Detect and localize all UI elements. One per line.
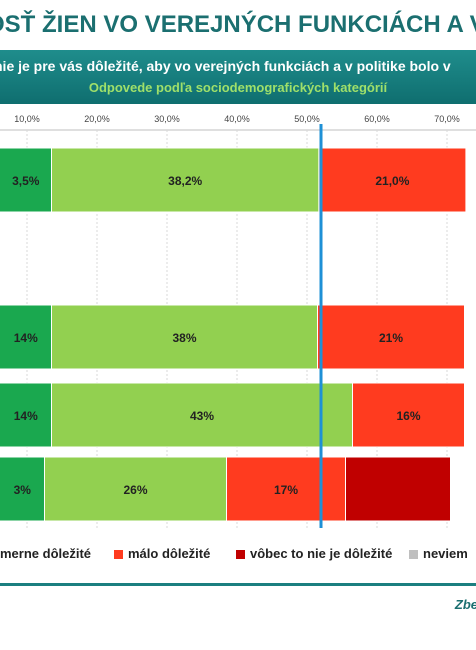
legend-swatch: [236, 550, 245, 559]
stacked-bar-chart: 10,0% 20,0% 30,0% 40,0% 50,0% 60,0% 70,0% 3,5% 3…: [0, 114, 476, 528]
bar-segment: [345, 456, 451, 522]
data-label: 21,0%: [375, 174, 409, 188]
x-tick-label: 10,0%: [14, 114, 40, 124]
legend-label: neviem: [423, 546, 468, 561]
bar-segment: [0, 304, 52, 370]
bar-segment: [44, 456, 227, 522]
bar-segment: [51, 304, 318, 370]
data-label: 14%: [14, 331, 38, 345]
x-tick-label: 50,0%: [294, 114, 320, 124]
legend-label: merne dôležité: [0, 546, 92, 561]
legend-label: vôbec to nie je dôležité: [250, 546, 393, 561]
data-label: 43%: [190, 409, 214, 423]
x-tick-label: 30,0%: [154, 114, 180, 124]
data-label: 38,2%: [168, 174, 202, 188]
bar-segment: [352, 382, 465, 448]
bar-segment: [0, 382, 52, 448]
data-label: 21%: [379, 331, 403, 345]
bar-segment: [317, 304, 465, 370]
bar-segment: [226, 456, 346, 522]
data-label: 38%: [172, 331, 196, 345]
x-tick-label: 20,0%: [84, 114, 110, 124]
bar-segment: [0, 456, 45, 522]
page-title: OSŤ ŽIEN VO VEREJNÝCH FUNKCIÁCH A V: [0, 11, 476, 38]
legend-swatch: [114, 550, 123, 559]
legend-swatch: [409, 550, 418, 559]
data-label: 16%: [396, 409, 420, 423]
bar-segment: [318, 147, 467, 213]
footer-divider: [0, 583, 476, 586]
legend-label: málo dôležité: [128, 546, 211, 561]
data-label: 3%: [14, 483, 32, 497]
question-banner: nie je pre vás dôležité, aby vo verejnýc…: [0, 50, 476, 104]
data-label: 14%: [14, 409, 38, 423]
x-tick-label: 40,0%: [224, 114, 250, 124]
source-text: Zbe: [454, 597, 476, 612]
question-text: nie je pre vás dôležité, aby vo verejnýc…: [0, 58, 451, 74]
bar-segment: [51, 147, 320, 213]
bar-segment: [51, 382, 353, 448]
data-label: 3,5%: [12, 174, 40, 188]
x-tick-label: 60,0%: [364, 114, 390, 124]
subtitle-text: Odpovede podľa sociodemografických kateg…: [88, 80, 388, 95]
chart-legend: merne dôležité málo dôležité vôbec to nie …: [0, 540, 476, 570]
x-tick-label: 70,0%: [434, 114, 460, 124]
data-label: 26%: [123, 483, 147, 497]
bar-segment: [0, 147, 52, 213]
data-label: 17%: [274, 483, 298, 497]
